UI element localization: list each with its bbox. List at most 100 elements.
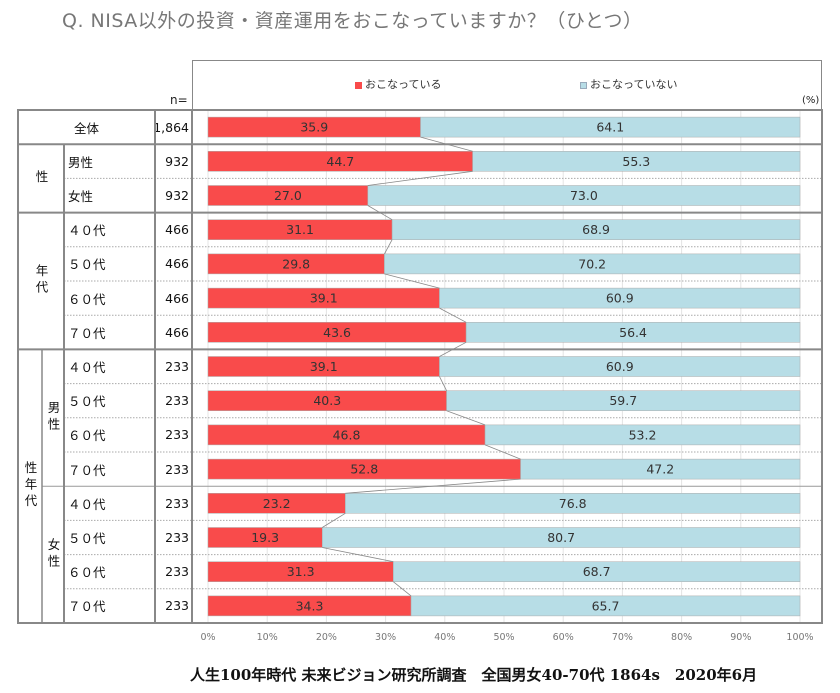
row-label: ７０代 — [68, 462, 106, 478]
n-value: 233 — [165, 529, 189, 545]
series-connector — [439, 307, 467, 323]
n-value: 233 — [165, 427, 189, 443]
bar-not-doing — [345, 493, 801, 514]
group-label: 性年代 — [22, 461, 38, 511]
bar-label-doing: 52.8 — [350, 462, 378, 477]
bar-not-doing — [465, 322, 801, 343]
n-value: 466 — [165, 222, 189, 238]
bar-label-not-doing: 68.9 — [582, 222, 610, 237]
row-label: ５０代 — [68, 530, 106, 546]
bar-not-doing — [472, 151, 801, 172]
row-label: ７０代 — [68, 599, 106, 615]
legend: おこなっている おこなっていない — [192, 60, 822, 110]
row-label: ７０代 — [68, 325, 106, 341]
bar-label-not-doing: 80.7 — [547, 530, 575, 545]
series-connector — [393, 581, 412, 597]
series-connector — [384, 239, 393, 255]
bar-label-doing: 43.6 — [323, 325, 351, 340]
bar-label-not-doing: 68.7 — [583, 564, 611, 579]
bar-not-doing — [391, 219, 801, 240]
n-value: 1,864 — [153, 119, 189, 135]
subgroup-label: 女性 — [45, 538, 61, 572]
series-connector — [484, 444, 521, 460]
bar-not-doing — [410, 595, 801, 617]
bar-label-not-doing: 60.9 — [606, 291, 634, 306]
row-label: ４０代 — [68, 496, 106, 512]
series-connector — [322, 512, 346, 528]
subgroup-label: 男性 — [45, 401, 61, 435]
x-tick-label: 10% — [257, 632, 278, 643]
legend-label-doing: おこなっている — [365, 78, 442, 91]
x-tick-label: 100% — [786, 632, 813, 643]
series-connector — [446, 410, 486, 426]
bar-label-doing: 40.3 — [313, 393, 341, 408]
bar-label-doing: 29.8 — [282, 256, 310, 271]
bar-label-doing: 27.0 — [274, 188, 302, 203]
bar-label-doing: 31.3 — [287, 564, 315, 579]
series-connector — [367, 205, 393, 221]
n-value: 233 — [165, 495, 189, 511]
series-connector — [439, 341, 467, 357]
bar-label-not-doing: 65.7 — [592, 598, 620, 613]
x-tick-label: 90% — [730, 632, 751, 643]
legend-swatch-not-doing — [580, 81, 587, 89]
bar-not-doing — [393, 561, 801, 582]
n-value: 233 — [165, 393, 189, 409]
row-label: 全体 — [73, 120, 99, 136]
n-value: 233 — [165, 461, 189, 477]
bar-not-doing — [484, 424, 801, 446]
bar-label-not-doing: 76.8 — [559, 496, 587, 511]
bar-label-not-doing: 59.7 — [609, 393, 637, 408]
bar-label-doing: 34.3 — [296, 598, 324, 613]
bar-label-not-doing: 55.3 — [622, 154, 650, 169]
row-label: ６０代 — [68, 565, 106, 581]
row-label: ４０代 — [68, 223, 106, 239]
x-tick-label: 20% — [316, 632, 337, 643]
row-label: ４０代 — [68, 359, 106, 375]
bar-not-doing — [420, 116, 801, 138]
table-frame — [17, 109, 823, 624]
bar-not-doing — [446, 390, 801, 411]
n-value: 932 — [165, 187, 189, 203]
n-value: 932 — [165, 153, 189, 169]
series-connector — [420, 136, 473, 152]
x-tick-label: 30% — [375, 632, 396, 643]
x-tick-label: 40% — [434, 632, 455, 643]
bar-label-not-doing: 64.1 — [596, 120, 624, 135]
bar-label-not-doing: 60.9 — [606, 359, 634, 374]
legend-item-not-doing: おこなっていない — [580, 76, 677, 92]
group-label: 性 — [33, 170, 49, 187]
bar-label-doing: 35.9 — [300, 120, 328, 135]
bar-label-not-doing: 70.2 — [578, 256, 606, 271]
bar-label-not-doing: 73.0 — [570, 188, 598, 203]
bar-label-doing: 39.1 — [310, 359, 338, 374]
row-label: ５０代 — [68, 394, 106, 410]
series-connector — [367, 170, 473, 186]
x-tick-label: 80% — [671, 632, 692, 643]
legend-item-doing: おこなっている — [355, 76, 441, 92]
n-value: 466 — [165, 256, 189, 272]
bar-not-doing — [384, 253, 801, 275]
series-connector — [345, 478, 521, 494]
n-column-header: n= — [170, 93, 188, 107]
legend-label-not-doing: おこなっていない — [590, 78, 678, 91]
bar-not-doing — [322, 527, 801, 548]
bar-label-doing: 31.1 — [286, 222, 314, 237]
series-connector — [322, 547, 394, 563]
group-label: 年代 — [33, 264, 49, 298]
x-tick-label: 70% — [612, 632, 633, 643]
bar-not-doing — [367, 185, 801, 206]
bar-not-doing — [439, 356, 801, 377]
x-tick-label: 0% — [200, 632, 215, 643]
row-label: ５０代 — [68, 257, 106, 273]
n-value: 233 — [165, 358, 189, 374]
bar-label-doing: 44.7 — [326, 154, 354, 169]
row-label: 女性 — [68, 188, 94, 204]
bar-label-not-doing: 56.4 — [619, 325, 647, 340]
n-value: 233 — [165, 564, 189, 580]
row-label: ６０代 — [68, 428, 106, 444]
bar-label-doing: 46.8 — [333, 427, 361, 442]
n-value: 466 — [165, 324, 189, 340]
row-label: ６０代 — [68, 291, 106, 307]
